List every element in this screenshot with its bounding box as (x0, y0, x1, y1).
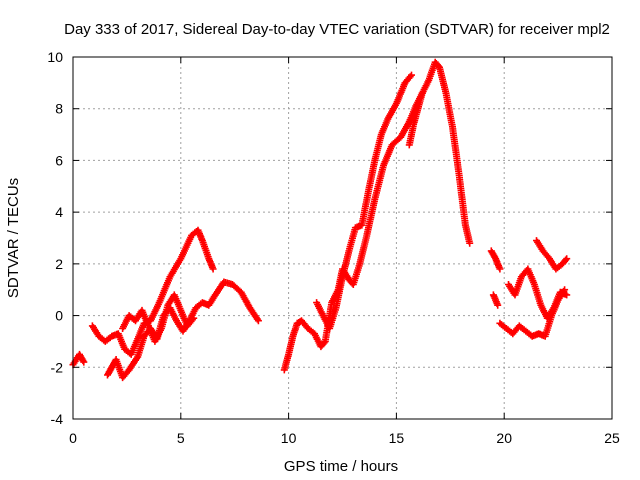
y-tick-label: 6 (55, 152, 63, 168)
series-markers (280, 58, 474, 374)
data-marks (69, 58, 571, 382)
series-markers (119, 291, 198, 345)
x-tick-label: 25 (604, 430, 620, 446)
series-markers (313, 71, 415, 332)
series-segment-3d (505, 265, 571, 322)
y-tick-label: 10 (47, 49, 63, 65)
y-tick-label: 4 (55, 204, 63, 220)
plot-frame (72, 56, 613, 420)
y-tick-label: 8 (55, 101, 63, 117)
series-segment-1c (104, 278, 262, 382)
y-tick-label: 0 (55, 308, 63, 324)
series-segment-2c (405, 89, 426, 149)
series-segment-2b (313, 71, 415, 332)
chart-title: Day 333 of 2017, Sidereal Day-to-day VTE… (64, 21, 610, 38)
series-markers (489, 291, 502, 309)
x-tick-label: 10 (281, 430, 297, 446)
series-markers (533, 237, 571, 273)
series-segment-3b (489, 291, 502, 309)
y-axis-label: SDTVAR / TECUs (5, 178, 22, 298)
series-markers (69, 350, 88, 369)
series-segment-3e (533, 237, 571, 273)
grid (73, 57, 612, 419)
x-tick-label: 5 (177, 430, 185, 446)
x-tick-label: 0 (69, 430, 77, 446)
x-axis-ticks: 0 5 10 15 20 25 (69, 57, 620, 446)
series-segment-1b (88, 226, 217, 358)
x-tick-label: 15 (389, 430, 405, 446)
series-markers (405, 89, 426, 149)
y-tick-label: 2 (55, 256, 63, 272)
y-tick-label: -2 (51, 359, 64, 375)
series-segment-2a (280, 58, 474, 374)
y-tick-label: -4 (51, 411, 64, 427)
series-markers (88, 226, 217, 358)
y-axis-ticks: -4 -2 0 2 4 6 8 10 (47, 49, 612, 427)
series-markers (487, 247, 504, 273)
x-tick-label: 20 (496, 430, 512, 446)
series-segment-3a (487, 247, 504, 273)
series-markers (104, 278, 262, 382)
series-segment-1a (69, 350, 88, 369)
series-segment-1d (119, 291, 198, 345)
x-axis-label: GPS time / hours (284, 458, 398, 475)
series-markers (505, 265, 571, 322)
